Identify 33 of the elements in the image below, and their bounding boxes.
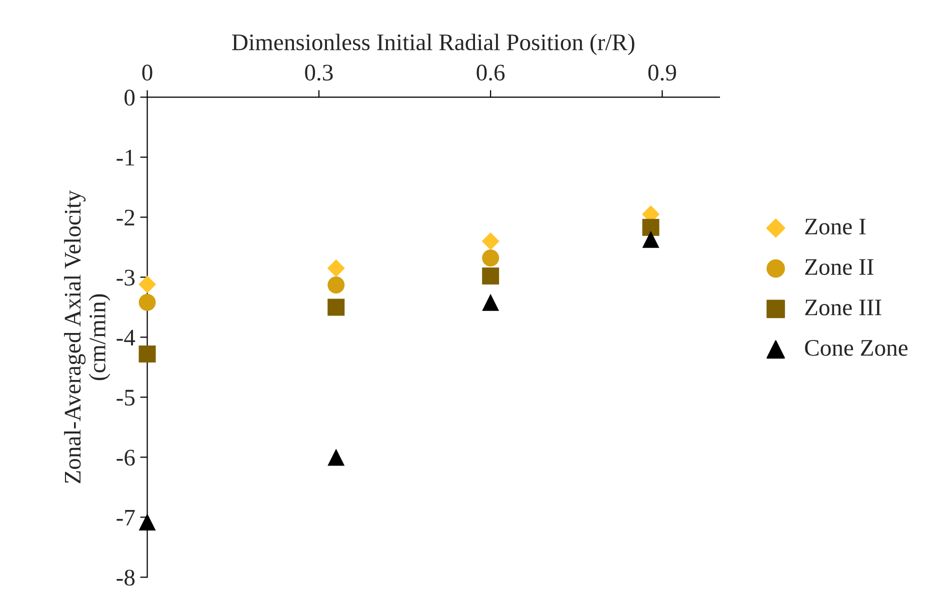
point <box>138 346 156 363</box>
x-tick-label: 0 <box>142 64 152 81</box>
point <box>328 276 345 294</box>
x-tick-label: 0.6 <box>476 64 505 81</box>
legend-label: Zone II <box>805 259 874 275</box>
y-tick-label: -1 <box>116 150 134 166</box>
point <box>138 276 156 294</box>
y-tick-label: -6 <box>116 450 135 466</box>
x-tick-label: 0.3 <box>305 64 333 81</box>
y-tick-label: -3 <box>116 270 135 286</box>
point <box>482 249 500 266</box>
point <box>328 448 345 466</box>
y-tick-label: -4 <box>116 330 136 346</box>
point <box>138 294 156 311</box>
point <box>327 259 345 277</box>
point <box>482 232 500 250</box>
x-tick-label: 0.9 <box>648 64 676 81</box>
x-axis-title: Dimensionless Initial Radial Position (r/R) <box>232 34 634 56</box>
point <box>642 218 660 236</box>
y-tick-label: -5 <box>116 390 135 406</box>
point <box>482 294 500 311</box>
point <box>482 267 500 285</box>
point <box>138 514 156 531</box>
y-axis-title: Zonal-Averaged Axial Velocity (cm/min) <box>64 190 110 484</box>
legend-label: Zone III <box>805 300 882 316</box>
y-tick-label: -7 <box>116 510 135 526</box>
point <box>328 298 345 316</box>
legend-label: Zone I <box>805 218 866 235</box>
legend-label: Cone Zone <box>805 340 908 356</box>
point <box>642 230 660 248</box>
y-tick-label: -2 <box>116 210 134 226</box>
y-tick-label: 0 <box>124 90 135 106</box>
y-tick-label: -8 <box>116 570 135 586</box>
